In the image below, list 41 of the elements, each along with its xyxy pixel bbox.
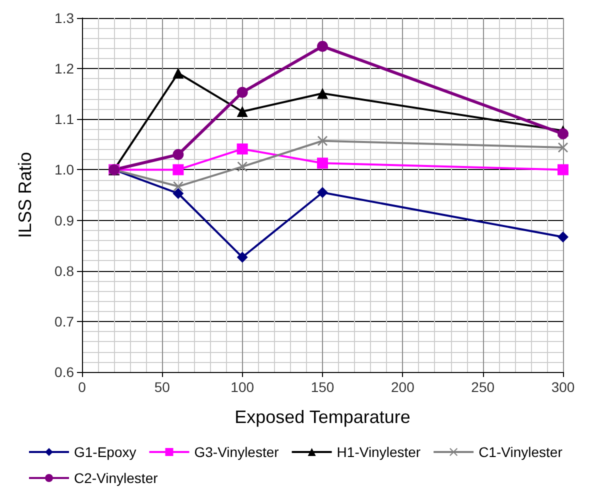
point [317, 40, 328, 52]
point [236, 252, 248, 263]
y-tick-label: 1.3 [54, 10, 74, 26]
x-axis-title: Exposed Temparature [234, 407, 410, 427]
point [558, 142, 568, 152]
y-tick-label: 1.0 [54, 162, 74, 178]
legend-label: H1-Vinylester [336, 444, 421, 460]
point [237, 162, 248, 172]
legend-label: C2-Vinylester [74, 470, 158, 486]
y-tick-label: 1.2 [54, 60, 74, 77]
point [558, 164, 568, 176]
x-tick-label: 150 [310, 379, 334, 395]
point [172, 149, 184, 160]
y-tick-label: 1.1 [54, 111, 74, 128]
point [317, 186, 328, 198]
x-tick-label: 250 [471, 379, 495, 395]
point [318, 136, 328, 146]
x-tick-label: 300 [551, 379, 575, 395]
x-tick-label: 0 [78, 379, 86, 395]
point [317, 88, 328, 99]
legend-label: C1-Vinylester [478, 444, 563, 460]
y-axis-title: ILSS Ratio [15, 152, 35, 238]
legend-label: G3-Vinylester [194, 444, 280, 460]
point [173, 181, 184, 192]
point [236, 106, 248, 118]
point [317, 158, 328, 169]
point [236, 143, 248, 154]
x-tick-label: 100 [230, 379, 254, 395]
point [172, 188, 184, 199]
x-tick-label: 200 [390, 379, 415, 395]
y-tick-label: 0.9 [54, 212, 74, 228]
y-tick-label: 0.7 [54, 313, 74, 330]
y-tick-label: 0.6 [54, 364, 74, 380]
y-tick-label: 0.8 [54, 262, 74, 279]
point [558, 231, 568, 242]
x-tick-label: 50 [154, 379, 170, 395]
point [236, 86, 248, 98]
point [172, 68, 184, 79]
legend-label: G1-Epoxy [74, 444, 136, 460]
point [558, 128, 568, 140]
point [172, 164, 184, 176]
